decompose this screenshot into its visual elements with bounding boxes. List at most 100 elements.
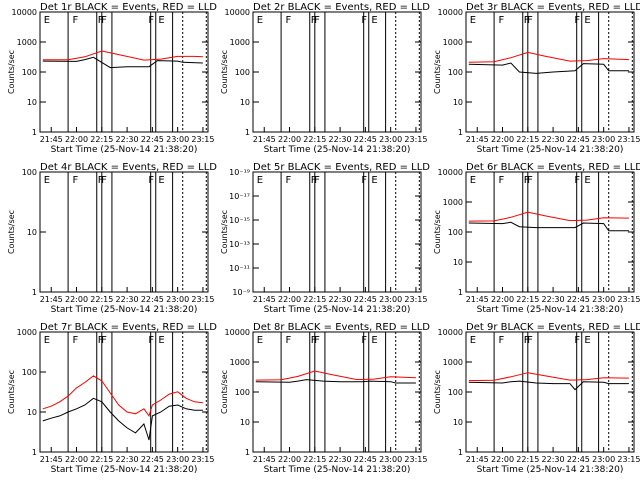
flag-label: E — [584, 175, 590, 186]
x-tick-label: 22:00 — [491, 455, 514, 464]
flag-label: E — [44, 15, 50, 26]
y-tick-label: 1 — [32, 288, 37, 297]
flag-label: E — [371, 335, 377, 346]
y-tick-label: 10000 — [438, 168, 463, 177]
flag-label: F — [285, 15, 291, 26]
flag-label: F — [314, 15, 320, 26]
x-tick-label: 22:45 — [354, 135, 377, 144]
flag-label: F — [72, 15, 78, 26]
flag-label: F — [101, 15, 107, 26]
x-axis-label: Start Time (25-Nov-14 21:38:20) — [51, 145, 198, 155]
x-tick-label: 22:15 — [516, 135, 539, 144]
panel-title: Det 5r BLACK = Events, RED = LLD — [253, 162, 430, 173]
x-tick-label: 23:15 — [191, 135, 214, 144]
y-tick-label: 1 — [458, 448, 463, 457]
x-tick-label: 21:45 — [253, 135, 276, 144]
x-axis-label: Start Time (25-Nov-14 21:38:20) — [264, 465, 411, 475]
flag-label: F — [524, 175, 530, 186]
flag-label: F — [498, 335, 504, 346]
y-tick-label: 100 — [448, 68, 463, 77]
x-axis-label: Start Time (25-Nov-14 21:38:20) — [477, 305, 624, 315]
x-tick-label: 23:15 — [404, 135, 427, 144]
y-tick-label: 10⁻¹³ — [229, 240, 250, 249]
x-tick-label: 22:15 — [516, 455, 539, 464]
y-tick-label: 10 — [27, 228, 37, 237]
x-tick-label: 23:15 — [617, 455, 640, 464]
x-tick-label: 22:30 — [329, 135, 352, 144]
y-tick-label: 1000 — [230, 358, 250, 367]
y-axis-label: Counts/sec — [433, 210, 442, 254]
x-tick-label: 21:45 — [253, 455, 276, 464]
x-tick-label: 23:00 — [166, 135, 189, 144]
x-tick-label: 23:15 — [404, 455, 427, 464]
x-tick-label: 22:45 — [567, 295, 590, 304]
series-events-line — [468, 62, 629, 74]
series-events-line — [255, 379, 416, 384]
flag-label: E — [257, 15, 263, 26]
flag-label: F — [311, 15, 317, 26]
y-axis-label: Counts/sec — [7, 210, 16, 254]
x-tick-label: 21:45 — [466, 295, 489, 304]
plot-frame — [39, 331, 209, 453]
x-tick-label: 23:00 — [379, 295, 402, 304]
series-events-line — [468, 380, 629, 391]
x-tick-label: 23:00 — [379, 135, 402, 144]
y-tick-label: 1 — [458, 288, 463, 297]
flag-label: F — [285, 175, 291, 186]
x-axis-label: Start Time (25-Nov-14 21:38:20) — [477, 145, 624, 155]
y-tick-label: 10000 — [438, 8, 463, 17]
y-tick-label: 10 — [27, 408, 37, 417]
flag-label: F — [574, 175, 580, 186]
flag-label: F — [498, 175, 504, 186]
x-tick-label: 22:45 — [567, 455, 590, 464]
y-tick-label: 10 — [453, 98, 463, 107]
panel-title: Det 7r BLACK = Events, RED = LLD — [40, 322, 217, 333]
flag-label: E — [158, 15, 164, 26]
flag-label: F — [148, 175, 154, 186]
x-tick-label: 23:00 — [166, 455, 189, 464]
flag-label: E — [257, 175, 263, 186]
x-tick-label: 23:15 — [191, 455, 214, 464]
flag-label: F — [72, 175, 78, 186]
x-axis-label: Start Time (25-Nov-14 21:38:20) — [264, 305, 411, 315]
x-tick-label: 22:15 — [303, 135, 326, 144]
series-events-line — [42, 56, 203, 69]
series-events-line — [468, 221, 629, 232]
x-tick-label: 22:45 — [354, 295, 377, 304]
x-tick-label: 21:45 — [40, 295, 63, 304]
x-tick-label: 23:15 — [191, 295, 214, 304]
series-lld-line — [42, 375, 203, 418]
y-tick-label: 10000 — [438, 328, 463, 337]
x-tick-label: 22:30 — [329, 455, 352, 464]
y-tick-label: 10⁻⁹ — [232, 288, 250, 297]
series-lld-line — [255, 370, 416, 381]
y-tick-label: 10⁻¹⁹ — [229, 168, 250, 177]
flag-label: F — [524, 15, 530, 26]
x-axis-label: Start Time (25-Nov-14 21:38:20) — [51, 465, 198, 475]
x-tick-label: 22:15 — [90, 295, 113, 304]
panel-title: Det 1r BLACK = Events, RED = LLD — [40, 2, 217, 13]
flag-label: E — [158, 175, 164, 186]
y-tick-label: 1 — [32, 448, 37, 457]
flag-label: F — [527, 15, 533, 26]
panel-title: Det 6r BLACK = Events, RED = LLD — [466, 162, 640, 173]
flag-label: E — [158, 335, 164, 346]
series-events-line — [42, 397, 203, 441]
x-tick-label: 23:00 — [592, 455, 615, 464]
x-axis-label: Start Time (25-Nov-14 21:38:20) — [477, 465, 624, 475]
x-tick-label: 22:30 — [116, 295, 139, 304]
flag-label: E — [470, 175, 476, 186]
x-tick-label: 22:15 — [303, 295, 326, 304]
flag-label: E — [44, 335, 50, 346]
x-tick-label: 21:45 — [253, 295, 276, 304]
y-axis-label: Counts/sec — [220, 370, 229, 414]
y-tick-label: 100 — [22, 68, 37, 77]
y-tick-label: 10 — [27, 98, 37, 107]
x-tick-label: 23:00 — [592, 135, 615, 144]
y-tick-label: 10⁻¹¹ — [229, 264, 250, 273]
x-tick-label: 22:30 — [542, 135, 565, 144]
flag-label: E — [584, 15, 590, 26]
flag-label: F — [498, 15, 504, 26]
